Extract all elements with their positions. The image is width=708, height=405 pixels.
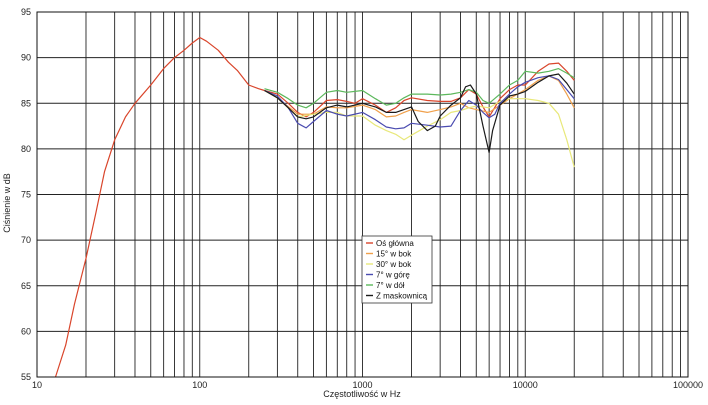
x-axis-title: Częstotliwość w Hz: [323, 389, 401, 399]
legend-box: [361, 235, 433, 304]
series-line: [264, 73, 575, 154]
series-line: [264, 75, 575, 130]
legend-label: 7° w górę: [376, 271, 410, 280]
series-line: [264, 89, 575, 168]
legend-label: 7° w dół: [376, 281, 405, 290]
x-tick-label: 1000: [352, 380, 372, 390]
series-line: [264, 68, 575, 109]
series-line: [264, 75, 575, 118]
y-tick-label: 95: [21, 7, 31, 17]
y-tick-label: 90: [21, 53, 31, 63]
y-tick-label: 85: [21, 98, 31, 108]
x-tick-label: 10: [32, 380, 42, 390]
series-line: [54, 36, 575, 378]
y-tick-label: 65: [21, 281, 31, 291]
legend-label: Oś główna: [376, 239, 414, 248]
x-tick-label: 100: [192, 380, 207, 390]
y-tick-label: 55: [21, 372, 31, 382]
y-tick-label: 75: [21, 190, 31, 200]
x-tick-label: 100000: [673, 380, 703, 390]
y-tick-label: 60: [21, 326, 31, 336]
y-tick-label: 80: [21, 144, 31, 154]
legend-label: Z maskownicą: [376, 292, 428, 301]
x-tick-label: 10000: [513, 380, 538, 390]
grid: [37, 12, 688, 377]
legend-label: 15° w bok: [376, 250, 412, 259]
series-layer: [54, 36, 575, 378]
tick-labels: 10 100 1000 10000 100000 55 60 65 70 75 80 85 90 95: [21, 7, 703, 390]
legend-label: 30° w bok: [376, 260, 412, 269]
plot-frame: [36, 11, 689, 378]
y-tick-label: 70: [21, 235, 31, 245]
y-axis-title: Ciśnienie w dB: [2, 173, 12, 233]
